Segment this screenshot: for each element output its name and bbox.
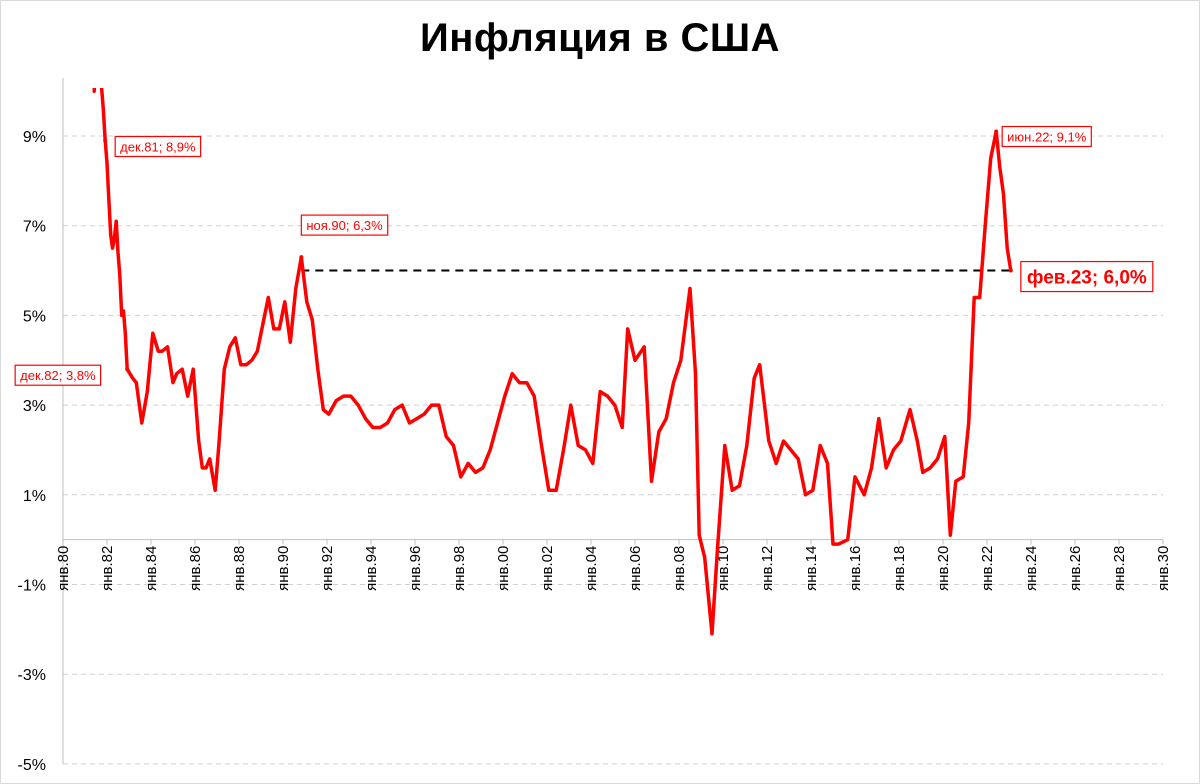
x-tick-label: янв.08 — [671, 546, 688, 591]
x-tick-label: янв.84 — [143, 546, 160, 591]
data-point-marker — [994, 129, 999, 134]
series-line — [92, 88, 1013, 636]
x-axis: янв.80 янв.82 янв.84 янв.86 янв.88 янв.90 янв.… — [55, 539, 1172, 591]
x-tick-label: янв.98 — [451, 546, 468, 591]
series-group — [92, 88, 1013, 636]
x-tick-label: янв.86 — [187, 546, 204, 591]
data-label-callout: фев.23; 6,0% — [1008, 260, 1154, 293]
x-tick-label: янв.06 — [627, 546, 644, 591]
x-tick-label: янв.88 — [231, 546, 248, 591]
data-label: ноя.90; 6,3% — [306, 218, 383, 233]
y-tick-label: -5% — [18, 757, 46, 774]
y-tick-label: -1% — [18, 578, 46, 595]
x-tick-label: янв.96 — [407, 546, 424, 591]
x-tick-label: янв.02 — [539, 546, 556, 591]
x-tick-label: янв.82 — [99, 546, 116, 591]
x-tick-label: янв.16 — [847, 546, 864, 591]
data-point-marker — [1008, 268, 1013, 273]
x-tick-label: янв.26 — [1067, 546, 1084, 591]
x-tick-label: янв.28 — [1111, 546, 1128, 591]
y-tick-label: 5% — [23, 308, 46, 325]
x-tick-label: янв.80 — [55, 546, 72, 591]
x-tick-label: янв.18 — [891, 546, 908, 591]
y-tick-label: 7% — [23, 219, 46, 236]
y-axis: 9% 7% 5% 3% 1% -1% -3% -5% — [18, 78, 64, 774]
y-tick-label: -3% — [18, 667, 46, 684]
data-label-box — [1020, 260, 1154, 293]
data-label-box — [114, 135, 202, 158]
x-tick-label: янв.24 — [1023, 546, 1040, 591]
data-point-marker — [125, 367, 130, 372]
x-tick-label: янв.30 — [1155, 546, 1172, 591]
annotations: дек.81; 8,9% дек.82; 3,8% ноя.90; 6,3% июн.… — [14, 125, 1154, 386]
data-label-box — [300, 214, 389, 236]
data-label-callout: дек.81; 8,9% — [103, 135, 202, 158]
x-tick-label: янв.04 — [583, 546, 600, 591]
data-label: июн.22; 9,1% — [1007, 130, 1087, 145]
chart-title: Инфляция в США — [420, 16, 780, 60]
y-tick-label: 3% — [23, 398, 46, 415]
data-label-box — [1001, 125, 1092, 148]
x-tick-label: янв.14 — [803, 546, 820, 591]
x-tick-label: янв.10 — [715, 546, 732, 591]
x-tick-label: янв.22 — [979, 546, 996, 591]
data-label-callout: дек.82; 3,8% — [14, 364, 130, 386]
x-tick-label: янв.20 — [935, 546, 952, 591]
gridlines — [63, 135, 1163, 765]
data-point-marker — [299, 255, 304, 260]
data-label-callout: июн.22; 9,1% — [994, 125, 1092, 148]
data-label: дек.82; 3,8% — [20, 368, 96, 383]
x-tick-label: янв.90 — [275, 546, 292, 591]
data-label-box — [14, 364, 102, 386]
data-label: дек.81; 8,9% — [120, 139, 196, 154]
x-tick-label: янв.00 — [495, 546, 512, 591]
x-tick-label: янв.94 — [363, 546, 380, 591]
data-label: фев.23; 6,0% — [1027, 268, 1147, 289]
x-tick-label: янв.92 — [319, 546, 336, 591]
y-tick-label: 1% — [23, 488, 46, 505]
data-point-marker — [103, 138, 108, 143]
data-label-callout: ноя.90; 6,3% — [299, 214, 389, 260]
y-tick-label: 9% — [23, 129, 46, 146]
x-tick-label: янв.12 — [759, 546, 776, 591]
